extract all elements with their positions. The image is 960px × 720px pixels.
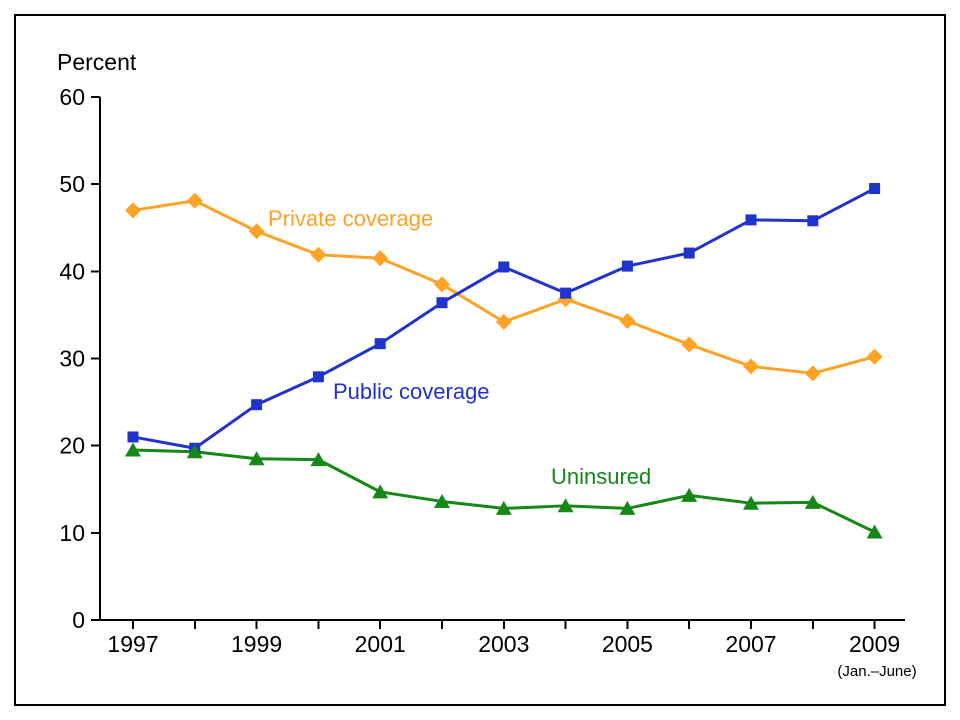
- marker-triangle-2: [186, 444, 203, 459]
- marker-square-1: [807, 215, 819, 227]
- marker-diamond-0: [804, 365, 821, 382]
- marker-square-1: [745, 214, 757, 226]
- marker-triangle-2: [743, 495, 759, 510]
- marker-diamond-0: [495, 313, 512, 330]
- series-line-2: [131, 448, 877, 534]
- x-tick-label: 2009: [849, 631, 900, 657]
- marker-triangle-2: [557, 498, 574, 513]
- x-axis-note: (Jan.–June): [837, 663, 916, 680]
- x-tick-label: 2005: [602, 631, 653, 657]
- marker-diamond-0: [681, 336, 698, 353]
- y-tick-label: 40: [59, 258, 85, 284]
- y-tick-label: 50: [59, 171, 85, 197]
- marker-square-1: [560, 287, 572, 299]
- marker-triangle-2: [866, 524, 883, 539]
- marker-diamond-0: [248, 223, 265, 240]
- series-line-0: [131, 199, 877, 375]
- marker-square-1: [436, 297, 448, 309]
- marker-triangle-2: [495, 500, 512, 515]
- y-tick-label: 60: [59, 84, 85, 110]
- y-axis-title: Percent: [57, 49, 137, 75]
- marker-diamond-0: [619, 313, 636, 330]
- x-tick-label: 2001: [355, 631, 406, 657]
- annotation-private-coverage: Private coverage: [268, 206, 433, 231]
- y-tick-label: 0: [72, 607, 85, 633]
- x-tick-label: 1997: [107, 631, 158, 657]
- marker-diamond-0: [866, 348, 883, 365]
- marker-square-1: [869, 183, 881, 195]
- marker-triangle-2: [681, 487, 698, 502]
- marker-diamond-0: [186, 192, 203, 209]
- marker-diamond-0: [434, 276, 450, 293]
- marker-triangle-2: [619, 500, 636, 515]
- marker-square-1: [374, 338, 386, 350]
- marker-square-1: [621, 260, 633, 272]
- marker-triangle-2: [310, 452, 327, 467]
- marker-triangle-2: [804, 494, 821, 509]
- marker-square-1: [498, 261, 510, 273]
- marker-diamond-0: [310, 246, 327, 263]
- marker-diamond-0: [743, 358, 759, 375]
- x-tick-label: 2007: [725, 631, 776, 657]
- border-frame: [14, 14, 946, 706]
- marker-triangle-2: [434, 493, 450, 508]
- y-tick-label: 30: [59, 346, 85, 372]
- marker-square-1: [683, 247, 695, 259]
- marker-square-1: [251, 399, 263, 411]
- x-tick-label: 2003: [478, 631, 529, 657]
- marker-diamond-0: [372, 250, 389, 267]
- annotation-uninsured: Uninsured: [551, 464, 651, 489]
- marker-square-1: [312, 371, 324, 383]
- marker-triangle-2: [372, 484, 389, 499]
- y-tick-label: 10: [59, 520, 85, 546]
- marker-diamond-0: [125, 202, 141, 219]
- marker-triangle-2: [248, 451, 265, 466]
- annotation-public-coverage: Public coverage: [333, 379, 490, 404]
- y-tick-label: 20: [59, 433, 85, 459]
- x-tick-label: 1999: [231, 631, 282, 657]
- marker-square-1: [127, 431, 139, 443]
- marker-triangle-2: [125, 442, 141, 457]
